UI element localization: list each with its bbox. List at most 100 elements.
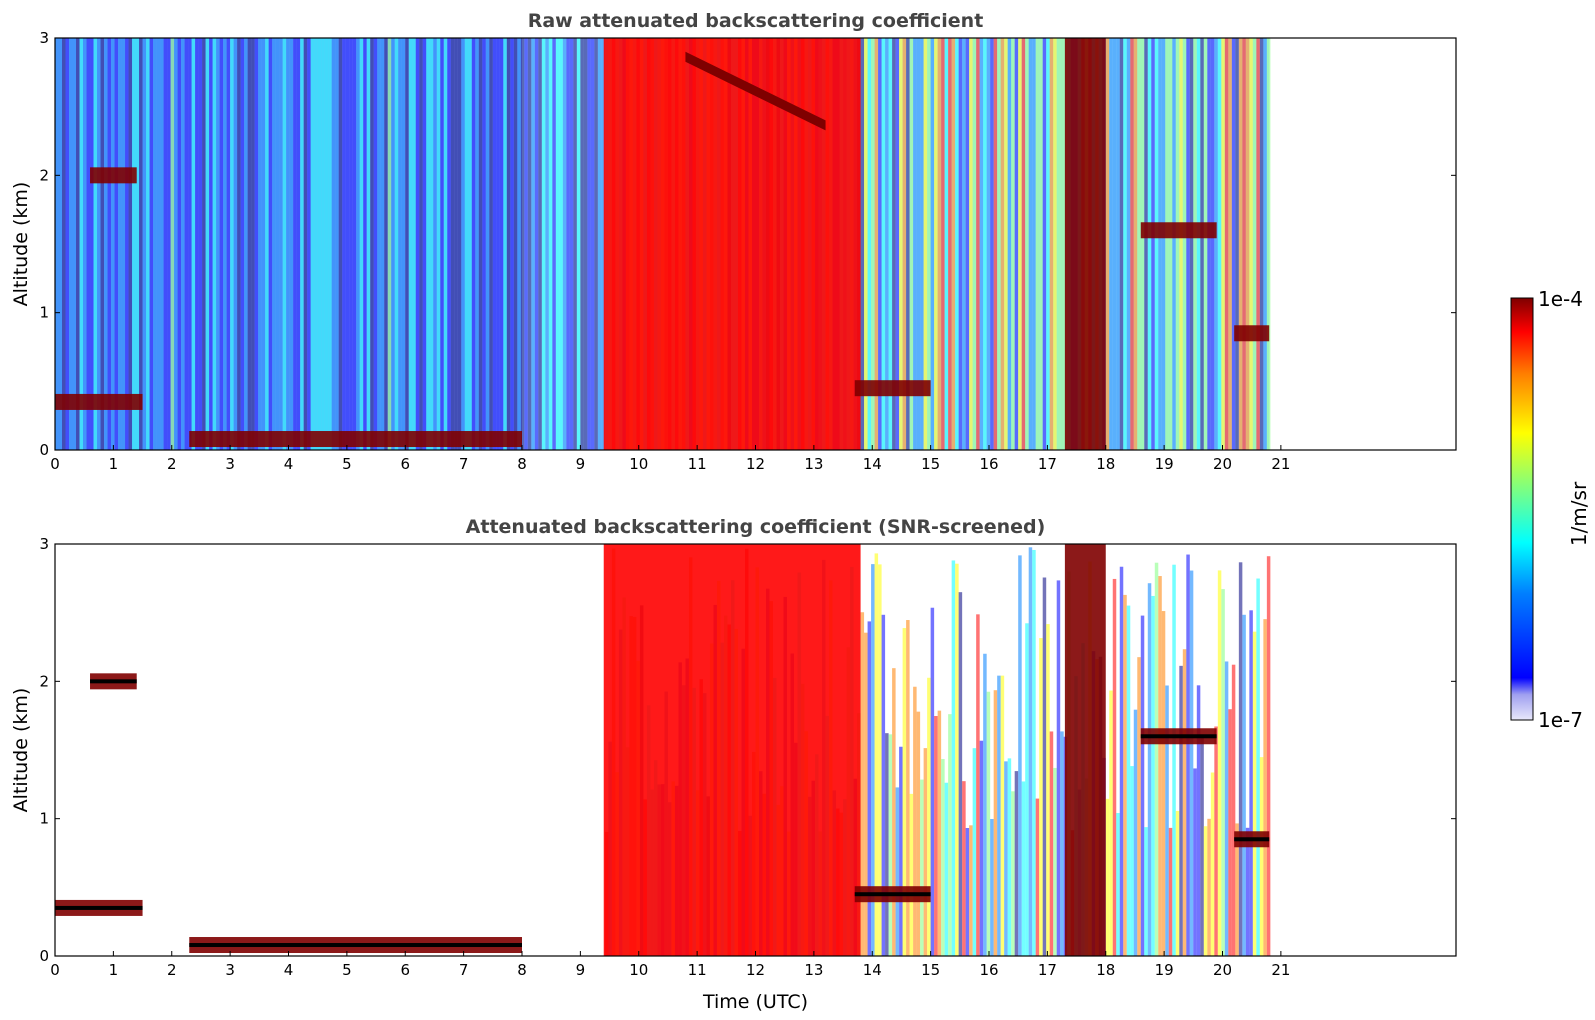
backscatter-column <box>433 38 437 450</box>
backscatter-column <box>1105 38 1110 450</box>
backscatter-column <box>559 38 563 450</box>
backscatter-column <box>62 38 66 450</box>
backscatter-column <box>398 38 402 450</box>
backscatter-column <box>104 38 108 450</box>
x-tick-label: 17 <box>1038 455 1057 473</box>
backscatter-column <box>899 746 903 956</box>
backscatter-column <box>955 38 959 450</box>
backscatter-column <box>1158 38 1162 450</box>
backscatter-column <box>380 38 385 450</box>
backscatter-column <box>1035 798 1040 956</box>
backscatter-column <box>118 38 122 450</box>
x-tick-label: 13 <box>804 961 823 979</box>
backscatter-column <box>573 38 577 450</box>
backscatter-column <box>1133 709 1138 956</box>
backscatter-column <box>286 38 290 450</box>
backscatter-column <box>300 38 304 450</box>
backscatter-column <box>317 38 322 450</box>
backscatter-column <box>1109 690 1113 956</box>
backscatter-column <box>930 38 935 450</box>
backscatter-column <box>1172 564 1176 956</box>
backscatter-column <box>156 38 161 450</box>
backscatter-column <box>948 38 952 450</box>
backscatter-column <box>1231 664 1236 956</box>
x-tick-label: 6 <box>400 455 410 473</box>
x-tick-label: 3 <box>225 961 235 979</box>
backscatter-column <box>454 38 458 450</box>
backscatter-column <box>513 38 518 450</box>
backscatter-column <box>860 612 865 956</box>
x-tick-label: 0 <box>50 961 60 979</box>
saturated-mark <box>189 943 522 948</box>
x-tick-label: 11 <box>688 455 707 473</box>
backscatter-column <box>983 38 987 450</box>
backscatter-column <box>338 38 343 450</box>
backscatter-column <box>244 38 248 450</box>
panel-title: Attenuated backscattering coefficient (S… <box>466 516 1046 538</box>
backscatter-column <box>1144 38 1148 450</box>
backscatter-column <box>972 748 977 956</box>
feature-mark <box>603 544 861 956</box>
y-tick-label: 1 <box>39 810 49 828</box>
backscatter-column <box>195 38 199 450</box>
y-tick-label: 0 <box>39 441 49 459</box>
x-tick-label: 1 <box>109 455 119 473</box>
backscatter-column <box>212 38 217 450</box>
backscatter-column <box>237 38 241 450</box>
backscatter-column <box>1242 38 1246 450</box>
backscatter-column <box>552 38 556 450</box>
backscatter-column <box>471 38 476 450</box>
backscatter-column <box>65 38 70 450</box>
backscatter-column <box>1252 631 1257 956</box>
backscatter-column <box>1119 38 1124 450</box>
backscatter-column <box>489 38 493 450</box>
y-tick-label: 2 <box>39 672 49 690</box>
feature-mark <box>189 431 522 448</box>
y-tick-label: 1 <box>39 304 49 322</box>
backscatter-column <box>1179 38 1183 450</box>
backscatter-column <box>1168 38 1173 450</box>
backscatter-column <box>279 38 283 450</box>
backscatter-column <box>969 825 973 956</box>
backscatter-column <box>1217 38 1222 450</box>
backscatter-column <box>594 38 598 450</box>
x-tick-label: 16 <box>979 455 998 473</box>
backscatter-column <box>1123 38 1127 450</box>
backscatter-column <box>506 38 511 450</box>
backscatter-column <box>1193 768 1197 956</box>
backscatter-column <box>1186 38 1190 450</box>
backscatter-column <box>1238 562 1243 956</box>
x-tick-label: 10 <box>629 455 648 473</box>
backscatter-column <box>1049 38 1054 450</box>
x-tick-label: 5 <box>342 961 352 979</box>
backscatter-column <box>216 38 220 450</box>
colorbar-min-label: 1e-7 <box>1538 708 1583 732</box>
backscatter-column <box>874 553 879 956</box>
feature-mark <box>1140 222 1217 239</box>
backscatter-column <box>1133 38 1138 450</box>
x-tick-label: 18 <box>1096 961 1115 979</box>
backscatter-column <box>321 38 325 450</box>
backscatter-column <box>405 38 409 450</box>
backscatter-column <box>296 38 301 450</box>
x-tick-label: 5 <box>342 455 352 473</box>
backscatter-column <box>899 38 903 450</box>
backscatter-column <box>1252 38 1257 450</box>
backscatter-column <box>198 38 203 450</box>
backscatter-column <box>962 781 966 956</box>
feature-mark <box>685 51 826 131</box>
backscatter-column <box>359 38 364 450</box>
backscatter-column <box>555 38 560 450</box>
backscatter-column <box>923 748 928 956</box>
backscatter-column <box>1266 38 1271 450</box>
backscatter-column <box>874 38 879 450</box>
backscatter-column <box>97 38 101 450</box>
backscatter-column <box>1245 827 1250 956</box>
colorbar: 1e-4 1e-7 1/m/sr <box>1510 287 1591 732</box>
backscatter-column <box>583 38 588 450</box>
backscatter-column <box>1193 38 1197 450</box>
backscatter-column <box>1126 605 1131 956</box>
backscatter-column <box>387 38 392 450</box>
backscatter-column <box>1000 675 1005 956</box>
backscatter-column <box>1214 38 1218 450</box>
